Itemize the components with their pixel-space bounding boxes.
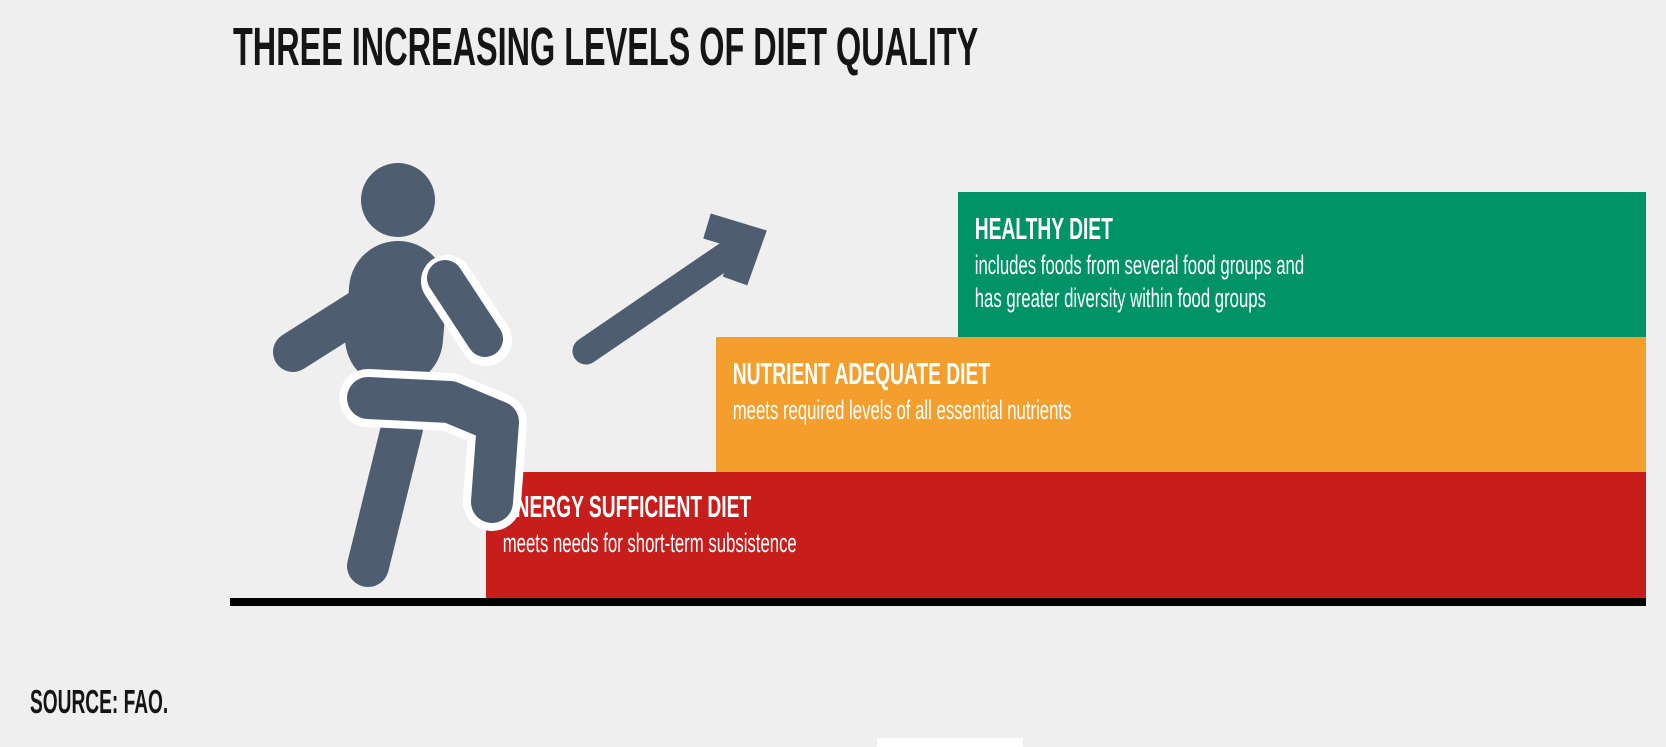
step-healthy-diet: HEALTHY DIET includes foods from several… xyxy=(958,192,1646,337)
front-leg xyxy=(347,377,519,523)
ground-line xyxy=(230,598,1646,606)
leg-halo xyxy=(339,369,527,531)
step-energy-sufficient-diet-content: ENERGY SUFFICIENT DIET meets needs for s… xyxy=(486,472,1433,560)
source-note: SOURCE: FAO. xyxy=(30,683,169,720)
step-energy-sufficient-diet: ENERGY SUFFICIENT DIET meets needs for s… xyxy=(486,472,1646,598)
step-title: NUTRIENT ADEQUATE DIET xyxy=(732,356,991,391)
step-title: HEALTHY DIET xyxy=(974,211,1113,246)
step-title: ENERGY SUFFICIENT DIET xyxy=(502,489,752,524)
step-description: includes foods from several food groups … xyxy=(975,249,1666,314)
step-description-line: meets needs for short-term subsistence xyxy=(502,528,797,559)
front-arm xyxy=(427,260,503,357)
step-description-line: meets required levels of all essential n… xyxy=(732,395,1072,426)
arm-halo xyxy=(421,255,512,366)
upward-arrow-icon xyxy=(572,213,767,365)
walking-person-icon xyxy=(273,163,527,587)
page-title: THREE INCREASING LEVELS OF DIET QUALITY xyxy=(233,17,979,77)
step-nutrient-adequate-diet: NUTRIENT ADEQUATE DIET meets required le… xyxy=(716,337,1646,472)
step-description-line: includes foods from several food groups … xyxy=(974,250,1305,281)
step-description-line: has greater diversity within food groups xyxy=(974,282,1266,313)
step-healthy-diet-content: HEALTHY DIET includes foods from several… xyxy=(958,192,1666,314)
step-description: meets required levels of all essential n… xyxy=(733,394,1663,426)
step-nutrient-adequate-diet-content: NUTRIENT ADEQUATE DIET meets required le… xyxy=(716,337,1663,427)
page-footer-tab xyxy=(877,738,1023,747)
step-description: meets needs for short-term subsistence xyxy=(503,527,1433,559)
person-head xyxy=(361,163,435,237)
